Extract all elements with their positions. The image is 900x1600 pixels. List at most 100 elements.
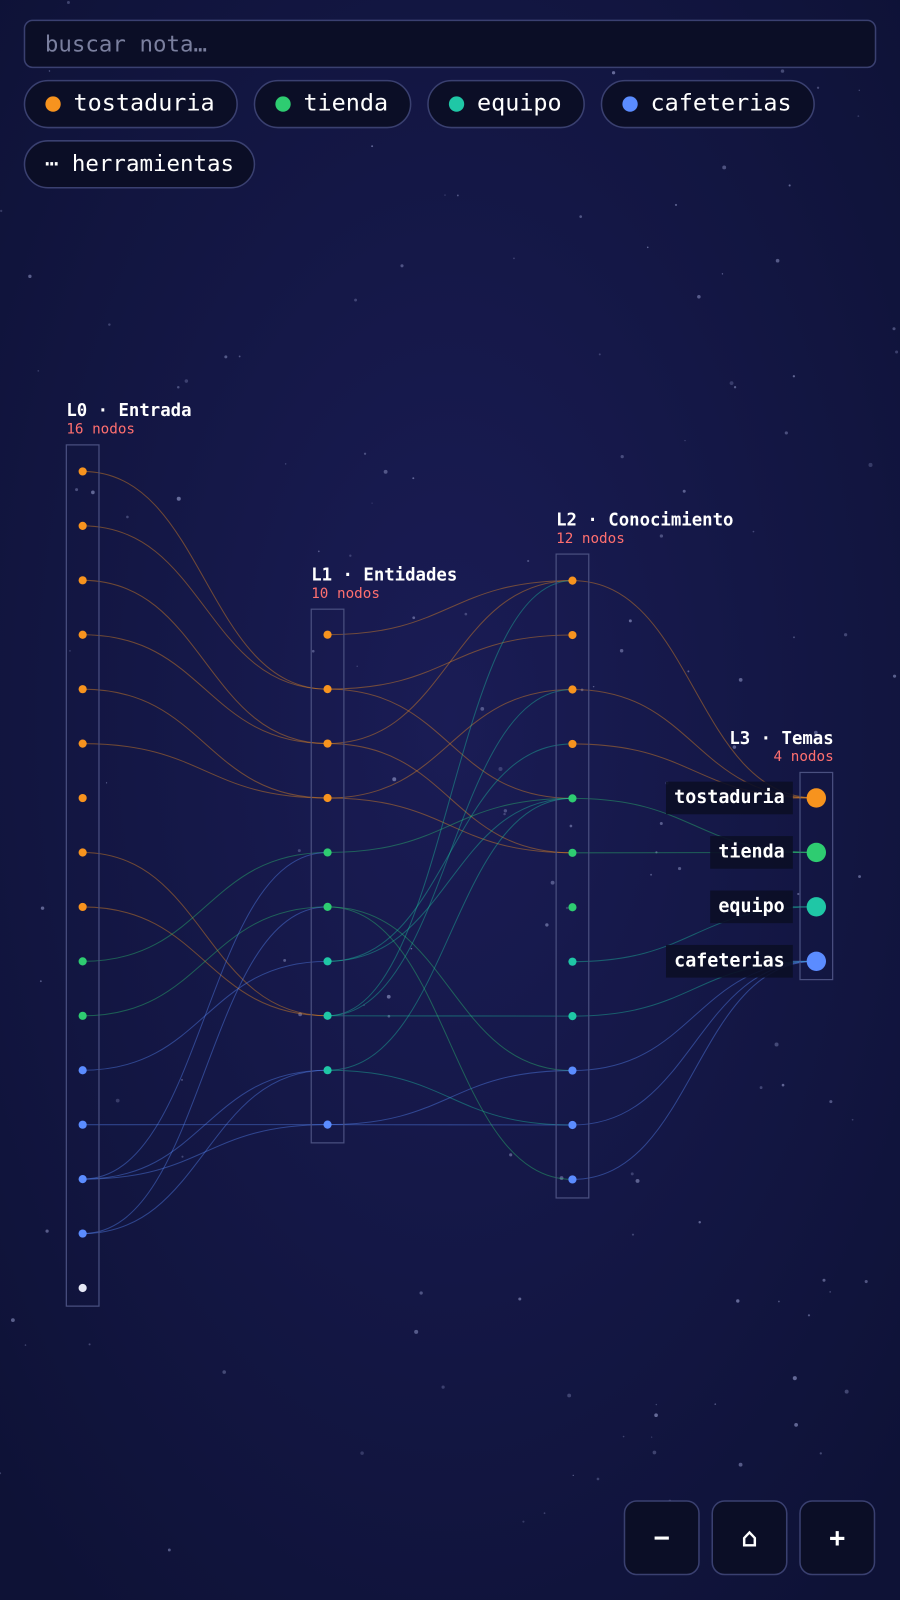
edge <box>82 851 328 1180</box>
star <box>858 875 861 879</box>
star <box>503 809 508 813</box>
chip-label: equipo <box>477 89 562 117</box>
node[interactable] <box>78 576 87 585</box>
node[interactable] <box>78 957 87 966</box>
star <box>635 1178 640 1183</box>
control-label: − <box>654 1522 670 1553</box>
star <box>631 1233 635 1236</box>
node[interactable] <box>78 739 87 748</box>
node[interactable] <box>568 903 577 912</box>
node[interactable] <box>78 902 87 912</box>
node[interactable] <box>323 630 332 639</box>
node[interactable] <box>568 1175 577 1184</box>
node[interactable] <box>568 739 577 749</box>
node[interactable] <box>323 685 332 694</box>
star <box>794 1423 798 1427</box>
star <box>816 86 820 89</box>
topic-label-bg <box>665 781 793 815</box>
edge <box>82 851 328 962</box>
node[interactable] <box>323 1120 332 1129</box>
node[interactable] <box>323 848 332 857</box>
star <box>412 477 415 480</box>
node[interactable] <box>806 951 827 971</box>
star <box>580 688 584 692</box>
star <box>363 1004 365 1006</box>
star <box>545 923 549 927</box>
edge <box>327 580 573 1017</box>
node[interactable] <box>78 848 87 857</box>
filter-chip[interactable]: equipo <box>427 79 585 129</box>
zoom-control[interactable]: − <box>623 1500 700 1576</box>
zoom-control[interactable]: + <box>799 1500 876 1576</box>
node[interactable] <box>806 788 827 808</box>
star <box>371 502 373 504</box>
star <box>184 379 189 383</box>
filter-chip[interactable]: cafeterias <box>600 79 815 129</box>
star <box>513 257 515 260</box>
tools-chip[interactable]: ⋯ herramientas <box>23 140 256 189</box>
node[interactable] <box>323 1066 332 1075</box>
node[interactable] <box>323 1011 332 1020</box>
topic-label-bg <box>665 944 793 978</box>
layer-title: L0 · Entrada <box>66 401 191 421</box>
topic-label-bg <box>710 890 793 924</box>
node[interactable] <box>78 1120 87 1129</box>
zoom-control[interactable]: ⌂ <box>711 1500 788 1576</box>
search-input[interactable] <box>23 19 877 69</box>
star <box>284 463 287 465</box>
node[interactable] <box>568 576 577 585</box>
control-bg <box>799 1500 876 1576</box>
node[interactable] <box>78 1283 87 1293</box>
node[interactable] <box>323 739 332 748</box>
star <box>181 1078 183 1081</box>
node[interactable] <box>78 1229 87 1238</box>
node[interactable] <box>568 685 577 694</box>
control-bg <box>623 1500 700 1576</box>
star <box>363 452 367 455</box>
star <box>895 350 899 354</box>
node[interactable] <box>568 957 577 966</box>
layer-title: L1 · Entidades <box>311 566 457 586</box>
star <box>105 782 108 784</box>
node[interactable] <box>78 630 87 639</box>
star <box>550 880 555 885</box>
star <box>579 215 583 218</box>
chip-bg <box>23 79 238 129</box>
node[interactable] <box>806 842 827 863</box>
node[interactable] <box>568 1012 577 1021</box>
filter-chip[interactable]: tienda <box>253 79 412 129</box>
star <box>412 616 416 620</box>
chip-bg <box>427 79 585 129</box>
star <box>559 1176 564 1180</box>
node[interactable] <box>568 848 577 857</box>
node[interactable] <box>78 467 87 476</box>
node[interactable] <box>323 793 332 803</box>
node[interactable] <box>806 897 827 917</box>
node[interactable] <box>568 630 577 640</box>
edge <box>82 960 328 1071</box>
star <box>619 649 624 653</box>
node[interactable] <box>78 521 87 530</box>
node[interactable] <box>78 793 87 803</box>
star <box>729 381 734 386</box>
edge <box>327 688 573 799</box>
node[interactable] <box>568 1120 577 1130</box>
node[interactable] <box>323 902 332 911</box>
node[interactable] <box>78 1175 87 1184</box>
node[interactable] <box>323 957 332 966</box>
node[interactable] <box>78 685 87 694</box>
node[interactable] <box>78 1011 87 1020</box>
search-placeholder: buscar nota… <box>45 31 207 57</box>
star <box>283 958 287 962</box>
node[interactable] <box>568 794 577 803</box>
node[interactable] <box>78 1066 87 1075</box>
filter-chip[interactable]: tostaduria <box>23 79 238 129</box>
tools-label: ⋯ herramientas <box>45 151 234 177</box>
edge <box>82 906 328 1235</box>
star <box>360 1451 364 1455</box>
star <box>509 1153 513 1157</box>
node[interactable] <box>568 1066 577 1075</box>
star <box>177 385 180 389</box>
